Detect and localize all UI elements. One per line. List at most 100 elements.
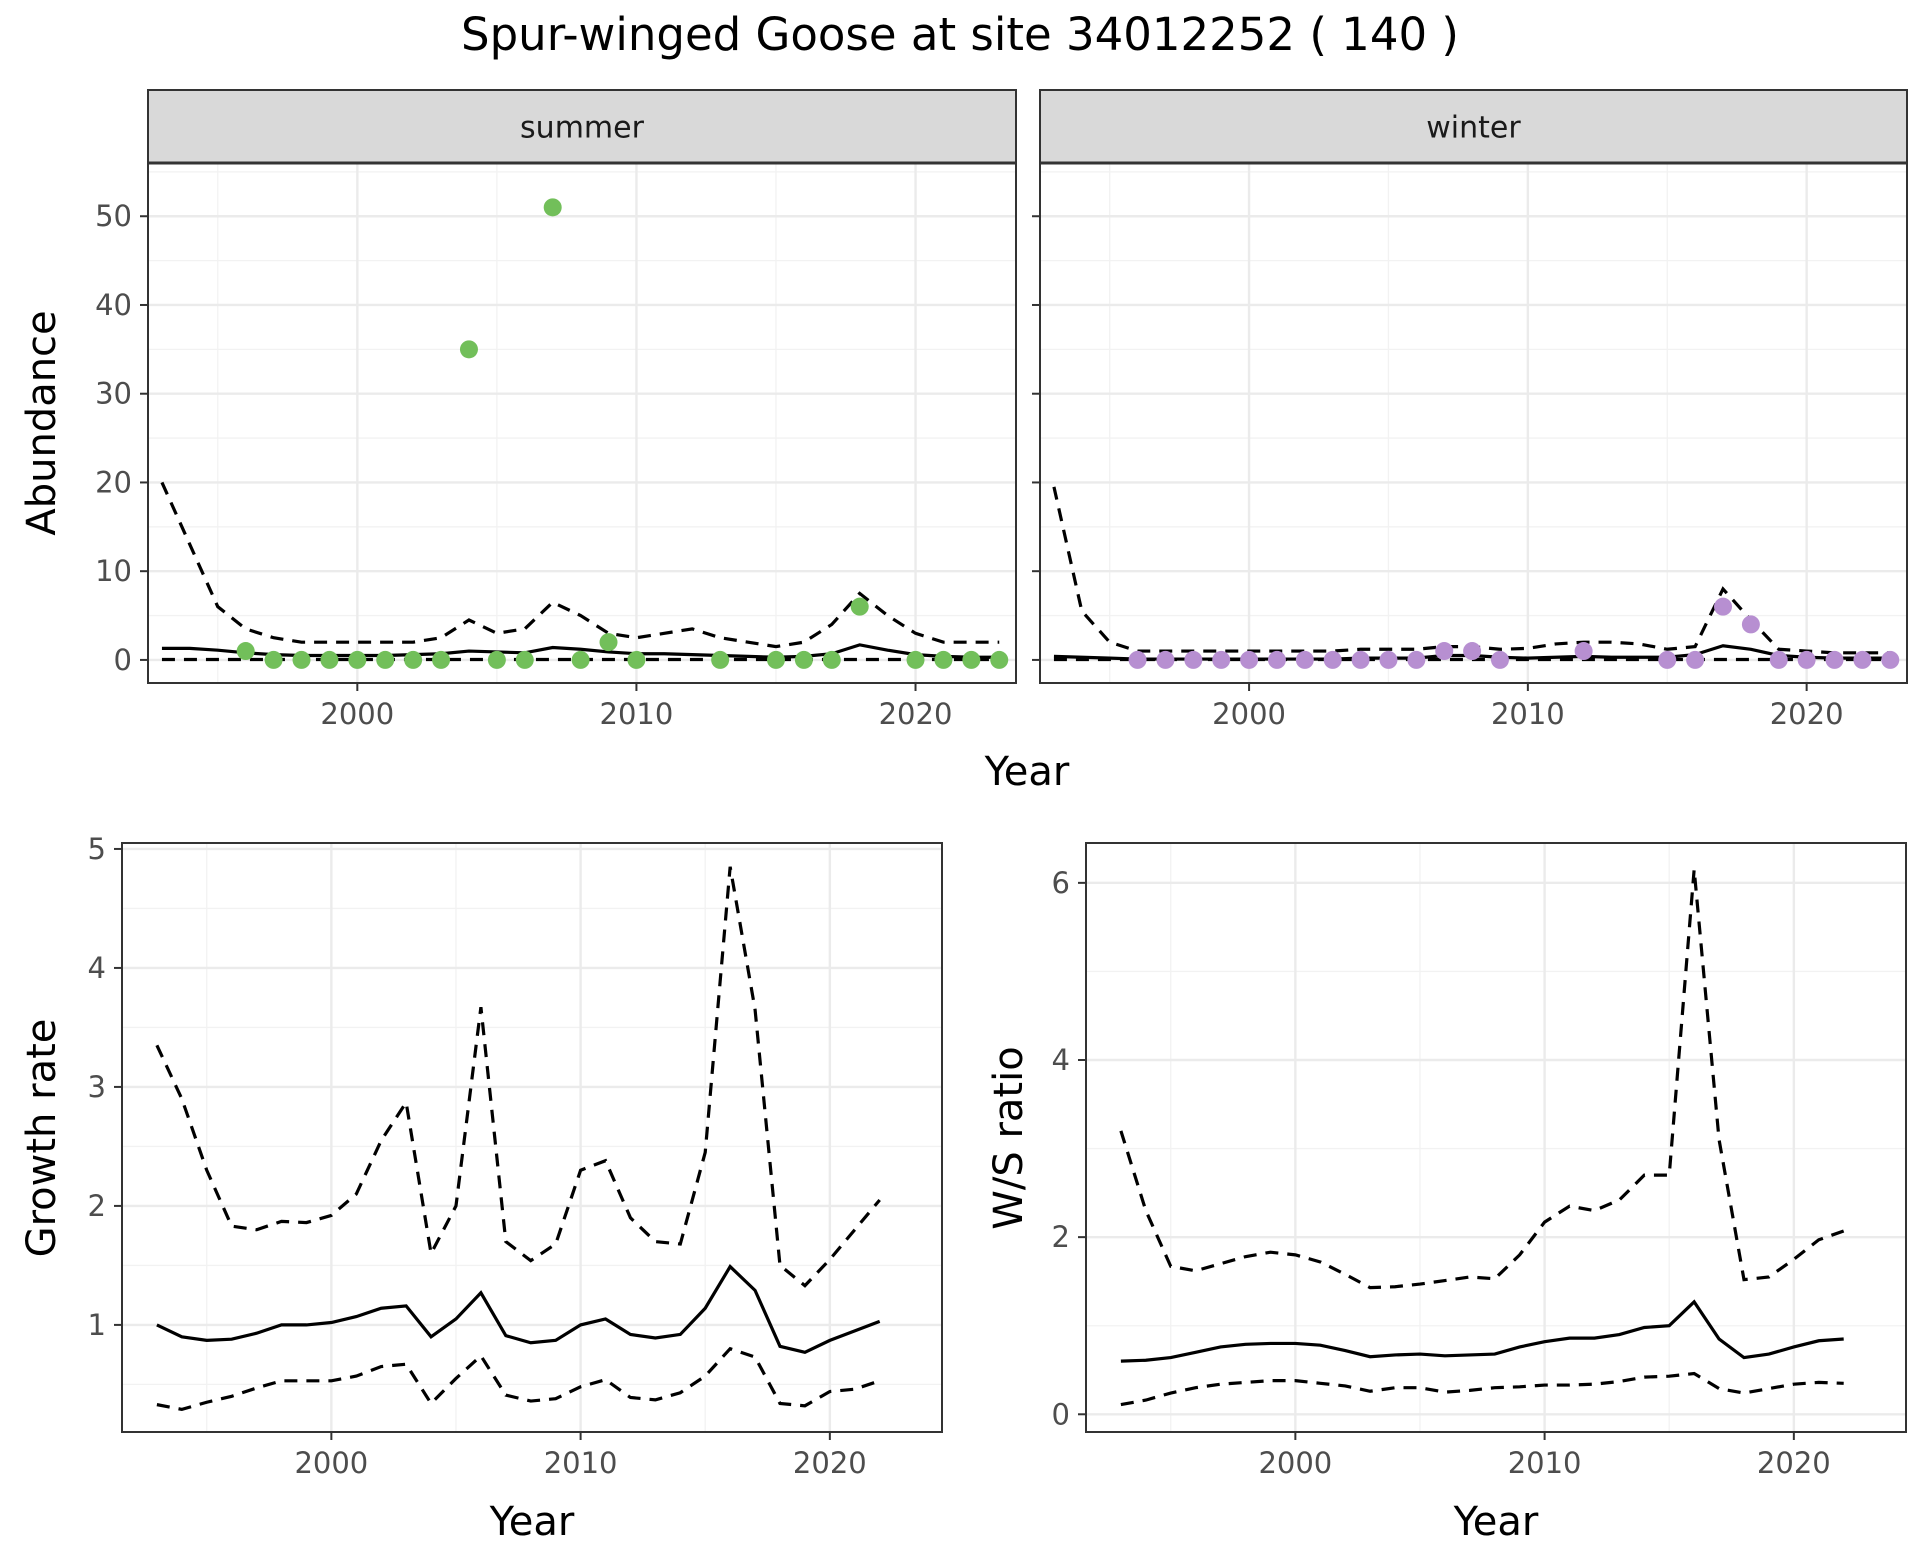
data-point [264, 650, 283, 669]
data-point [1128, 650, 1147, 669]
y-tick-label: 1 [88, 1308, 106, 1342]
facet-strip [1039, 89, 1908, 164]
panel-abundance-summer: summer 2000 2010 2020 0 10 20 30 40 50 [95, 89, 1017, 731]
data-point [1156, 650, 1175, 669]
data-point [766, 650, 785, 669]
data-point [1658, 650, 1677, 669]
data-point [1769, 650, 1788, 669]
y-tick-label: 50 [95, 199, 132, 233]
series-line-ci-1 [1052, 486, 1891, 655]
data-point [1825, 650, 1844, 669]
data-point [1574, 642, 1593, 661]
series-line-ci-2 [1120, 1371, 1844, 1407]
data-point [1686, 650, 1705, 669]
data-point [599, 633, 618, 652]
x-axis-title-growth: Year [489, 1499, 575, 1545]
data-point [432, 650, 451, 669]
facet-strip [147, 89, 1017, 164]
y-tick-label: 40 [95, 288, 132, 322]
series-line-mean-0 [1120, 1299, 1844, 1363]
data-point [1184, 650, 1203, 669]
data-point [292, 650, 311, 669]
x-tick-label: 2000 [1258, 1446, 1332, 1480]
y-axis-title-abundance: Abundance [19, 310, 65, 535]
data-point [1463, 642, 1482, 661]
x-tick-label: 2010 [1508, 1446, 1582, 1480]
data-point [543, 198, 562, 217]
data-point [571, 650, 590, 669]
series-line-ci-2 [156, 1346, 881, 1412]
facet-strip-label: summer [520, 111, 645, 146]
panel-growth-rate: 2000 2010 2020 1 2 3 4 5 [88, 832, 943, 1480]
data-point [1881, 650, 1900, 669]
data-point [1295, 650, 1314, 669]
y-axis-title-ws: W/S ratio [986, 1046, 1032, 1229]
panel-border [121, 842, 943, 1433]
x-tick-label: 2010 [1491, 697, 1565, 731]
data-point [850, 597, 869, 616]
panel-abundance-winter: winter 2000 2010 2020 [1032, 89, 1908, 731]
data-point [1323, 650, 1342, 669]
data-point [1379, 650, 1398, 669]
y-tick-label: 2 [1052, 1220, 1070, 1254]
data-point [1435, 642, 1454, 661]
data-point [320, 650, 339, 669]
data-point [487, 650, 506, 669]
x-tick-label: 2020 [879, 697, 953, 731]
x-tick-label: 2010 [600, 697, 674, 731]
data-point [348, 650, 367, 669]
data-point [794, 650, 813, 669]
data-point [236, 642, 255, 661]
data-point [711, 650, 730, 669]
data-point [934, 650, 953, 669]
data-point [1267, 650, 1286, 669]
y-tick-label: 0 [1052, 1397, 1070, 1431]
y-tick-label: 3 [88, 1070, 106, 1104]
y-tick-label: 30 [95, 377, 132, 411]
panel-ws-ratio: 2000 2010 2020 0 2 4 6 [1052, 842, 1907, 1480]
y-tick-label: 5 [88, 832, 106, 866]
data-point [990, 650, 1009, 669]
data-point [1741, 615, 1760, 634]
data-point [1714, 597, 1733, 616]
y-tick-label: 6 [1052, 866, 1070, 900]
series-line-ci-1 [155, 866, 881, 1288]
y-tick-label: 0 [114, 643, 132, 677]
data-point [627, 650, 646, 669]
y-tick-label: 4 [88, 951, 106, 985]
data-point [822, 650, 841, 669]
data-point [1407, 650, 1426, 669]
facet-strip-label: winter [1426, 111, 1521, 146]
x-tick-label: 2020 [1757, 1446, 1831, 1480]
x-tick-label: 2000 [1212, 697, 1286, 731]
x-tick-label: 2010 [544, 1446, 618, 1480]
data-point [1490, 650, 1509, 669]
y-tick-label: 4 [1052, 1043, 1070, 1077]
data-point [376, 650, 395, 669]
x-tick-label: 2000 [294, 1446, 368, 1480]
data-point [515, 650, 534, 669]
data-point [459, 340, 478, 359]
data-point [962, 650, 981, 669]
main-title: Spur-winged Goose at site 34012252 ( 140… [461, 8, 1459, 61]
series-line-ci-1 [160, 481, 1000, 649]
y-tick-label: 20 [95, 465, 132, 499]
data-point [906, 650, 925, 669]
series-line-ci-1 [1119, 869, 1845, 1290]
x-axis-title-ws: Year [1453, 1499, 1539, 1545]
x-tick-label: 2020 [1770, 697, 1844, 731]
panel-border [1039, 162, 1908, 684]
series-line-mean-0 [156, 1264, 881, 1354]
data-point [1351, 650, 1370, 669]
y-tick-label: 10 [95, 554, 132, 588]
x-tick-label: 2020 [793, 1446, 867, 1480]
panel-border [1085, 842, 1907, 1433]
y-axis-title-growth: Growth rate [19, 1019, 65, 1258]
data-point [1797, 650, 1816, 669]
x-tick-label: 2000 [320, 697, 394, 731]
data-point [1212, 650, 1231, 669]
panel-border [147, 162, 1017, 684]
data-point [404, 650, 423, 669]
